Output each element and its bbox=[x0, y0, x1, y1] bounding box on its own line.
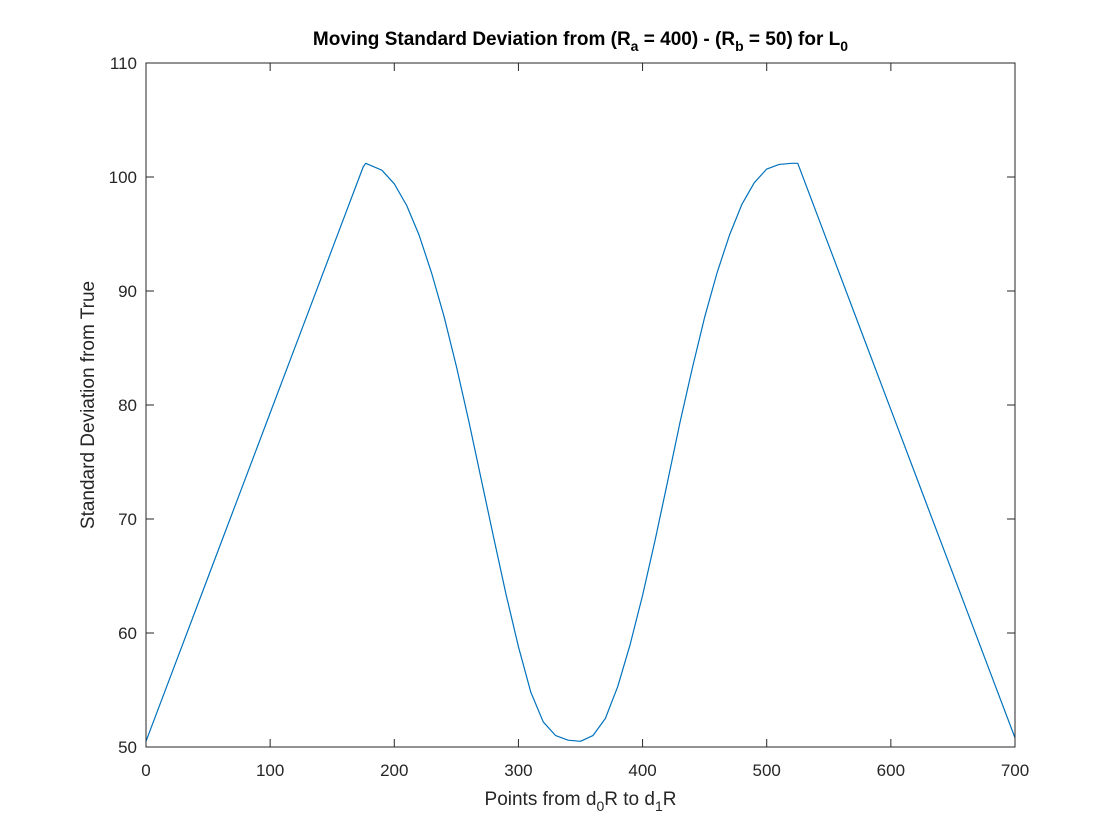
y-tick-label: 90 bbox=[118, 282, 137, 301]
x-tick-label: 200 bbox=[380, 761, 408, 780]
y-axis-title: Standard Deviation from True bbox=[78, 281, 99, 529]
labels-layer: 0 100 200 300 400 500 600 700 50 60 70 80 90 100 110 bbox=[109, 54, 1030, 780]
x-tick-label: 100 bbox=[256, 761, 284, 780]
series-line-0 bbox=[145, 162, 1016, 742]
x-tick-label: 300 bbox=[504, 761, 532, 780]
x-tick-label: 600 bbox=[877, 761, 905, 780]
y-tick-label: 70 bbox=[118, 510, 137, 529]
x-tick-label: 0 bbox=[141, 761, 150, 780]
y-tick-label: 80 bbox=[118, 396, 137, 415]
y-tick-label: 110 bbox=[110, 54, 137, 73]
x-tick-label: 400 bbox=[628, 761, 656, 780]
chart-title: Moving Standard Deviation from (Ra = 400… bbox=[313, 29, 848, 54]
y-tick-label: 100 bbox=[109, 168, 137, 187]
x-tick-label: 700 bbox=[1001, 761, 1029, 780]
axes-box bbox=[145, 62, 1016, 748]
y-tick-label: 50 bbox=[118, 738, 137, 757]
y-tick-label: 60 bbox=[118, 624, 137, 643]
series-layer bbox=[145, 162, 1016, 742]
plot-area bbox=[146, 63, 1015, 747]
x-axis-title: Points from d0R to d1R bbox=[485, 789, 677, 814]
x-tick-label: 500 bbox=[753, 761, 781, 780]
